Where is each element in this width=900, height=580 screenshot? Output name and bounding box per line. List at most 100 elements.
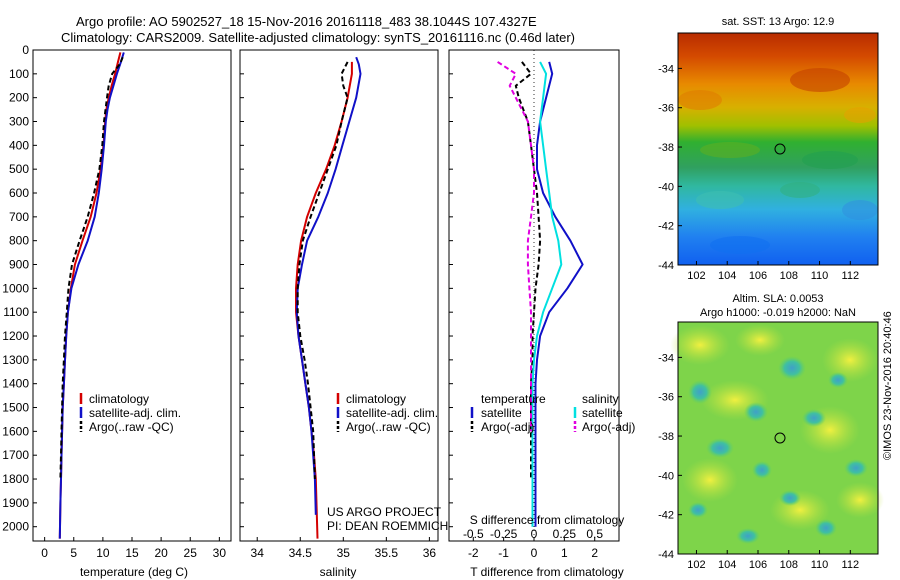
series-line-argo: [296, 61, 349, 480]
map-lon-label: 102: [687, 559, 705, 571]
series-line-satellite: [58, 52, 125, 539]
depth-tick-label: 1800: [2, 472, 29, 486]
map-lat-label: -34: [658, 63, 674, 75]
difference-x-axis: -2 -1 0 1 2: [468, 537, 598, 560]
x-tick-label: -1: [498, 546, 509, 560]
x-tick-label: 35: [337, 546, 351, 560]
depth-tick-label: 1200: [2, 329, 29, 343]
sst-map-title: sat. SST: 13 Argo: 12.9: [722, 16, 835, 28]
map-lon-label: 110: [811, 270, 829, 282]
salinity-difference-tick-label: -0.25: [490, 527, 518, 541]
depth-tick-label: 2000: [2, 520, 29, 534]
map-lon-label: 112: [842, 559, 860, 571]
difference-legend: temperature salinity satellite Argo(-adj…: [470, 392, 635, 434]
series-line-climatology: [58, 52, 122, 539]
salinity-xlabel: salinity: [320, 565, 357, 579]
legend-label: climatology: [89, 392, 149, 406]
sla-map-frame: [677, 321, 879, 555]
sst-map-axes: 102 104 106 108 110 112 -34 -36 -38 -40 -42 -44: [658, 63, 859, 282]
depth-tick-label: 700: [9, 210, 29, 224]
map-lon-label: 102: [687, 270, 705, 282]
map-lat-label: -36: [658, 103, 674, 115]
depth-axis: 0 100 200 300 400 500 600 700 800 900 1000 1100 1200…: [2, 43, 37, 534]
x-tick-label: 0: [41, 546, 48, 560]
depth-tick-label: 900: [9, 258, 29, 272]
x-tick-label: 20: [154, 546, 168, 560]
credit-line1: US ARGO PROJECT: [327, 505, 442, 519]
depth-tick-label: 200: [9, 91, 29, 105]
salinity-difference-scale: -0.5 -0.25 0 0.25 0.5: [463, 527, 603, 541]
x-tick-label: 30: [213, 546, 227, 560]
x-tick-label: -2: [468, 546, 479, 560]
map-lat-label: -40: [658, 181, 674, 193]
series-line-argo: [59, 56, 124, 480]
sla-map-axes: 102 104 106 108 110 112 -34 -36 -38 -40 -42 -44: [658, 352, 859, 571]
sla-texture: [670, 324, 884, 544]
depth-tick-label: 1100: [3, 305, 29, 319]
sst-texture: [678, 68, 878, 254]
argo-float-marker: [774, 432, 786, 444]
temperature-panel: 0100200300400500600700800900100011001200…: [2, 43, 232, 579]
map-lat-label: -38: [658, 431, 674, 443]
depth-tick-label: 400: [9, 138, 29, 152]
map-lat-label: -40: [658, 470, 674, 482]
depth-tick-label: 600: [9, 186, 29, 200]
difference-panel: -2 -1 0 1 2 -0.5 -0.25 0 0.25 0.5 T difference f…: [448, 49, 635, 579]
map-lat-label: -42: [658, 510, 674, 522]
depth-tick-label: 1500: [2, 401, 29, 415]
map-lat-label: -44: [658, 260, 674, 272]
sla-map-title-line1: Altim. SLA: 0.0053: [732, 293, 823, 305]
salinity-difference-tick-label: 0.25: [553, 527, 577, 541]
series-line-satellite: [295, 56, 362, 515]
temperature-x-axis: 0 5 10 15 20 25 30: [41, 537, 226, 560]
salinity-difference-tick-label: -0.5: [463, 527, 484, 541]
map-lon-label: 104: [718, 559, 736, 571]
imos-timestamp: ©IMOS 23-Nov-2016 20:40:46: [882, 311, 894, 460]
map-lat-label: -36: [658, 392, 674, 404]
depth-tick-label: 1700: [2, 448, 29, 462]
x-tick-label: 5: [70, 546, 77, 560]
x-tick-label: 0: [531, 546, 538, 560]
map-lat-label: -44: [658, 549, 674, 561]
legend-label: climatology: [346, 392, 406, 406]
difference-profiles: [497, 50, 584, 541]
difference-depth-ticks: [449, 49, 453, 528]
legend-header-temperature: temperature: [481, 392, 546, 406]
salinity-profiles: [295, 56, 362, 539]
legend-label: satellite: [582, 406, 623, 420]
salinity-panel: 34 34.5 35 35.5 36 salinity climatology sate…: [239, 49, 448, 579]
x-tick-label: 35.5: [375, 546, 399, 560]
salinity-axes-frame: [239, 49, 439, 542]
x-tick-label: 15: [125, 546, 139, 560]
legend-label: Argo(..raw -QC): [89, 420, 174, 434]
x-tick-label: 2: [591, 546, 598, 560]
map-lat-label: -34: [658, 352, 674, 364]
x-tick-label: 34.5: [289, 546, 313, 560]
legend-label: satellite-adj. clim.: [89, 406, 181, 420]
legend-label: Argo(-adj): [481, 420, 534, 434]
legend-label: Argo(..raw -QC): [346, 420, 431, 434]
salinity-x-axis: 34 34.5 35 35.5 36: [251, 537, 436, 560]
difference-xlabel: T difference from climatology: [470, 565, 624, 579]
sst-map-frame: [677, 32, 879, 266]
depth-tick-label: 1900: [2, 496, 29, 510]
temperature-legend: climatology satellite-adj. clim. Argo(..…: [79, 392, 181, 434]
depth-tick-label: 300: [9, 115, 29, 129]
figure-title-line1: Argo profile: AO 5902527_18 15-Nov-2016 …: [76, 14, 537, 29]
x-tick-label: 25: [184, 546, 198, 560]
sst-map-panel: sat. SST: 13 Argo: 12.9 102 104 106 108 110 1…: [658, 16, 879, 282]
series-line-satellite: [534, 61, 584, 527]
temperature-profiles: [58, 52, 125, 539]
figure-title-line2: Climatology: CARS2009. Satellite-adjuste…: [61, 30, 576, 45]
depth-tick-label: 1400: [2, 377, 29, 391]
series-line-salinity_satellite: [531, 61, 563, 527]
depth-tick-label: 1600: [2, 424, 29, 438]
salinity-legend: climatology satellite-adj. clim. Argo(..…: [336, 392, 438, 434]
map-lon-label: 104: [718, 270, 736, 282]
depth-tick-label: 800: [9, 234, 29, 248]
depth-tick-label: 1000: [2, 281, 29, 295]
legend-label: Argo(-adj): [582, 420, 635, 434]
argo-float-marker: [774, 143, 786, 155]
sla-map-title-line2: Argo h1000: -0.019 h2000: NaN: [700, 307, 856, 319]
